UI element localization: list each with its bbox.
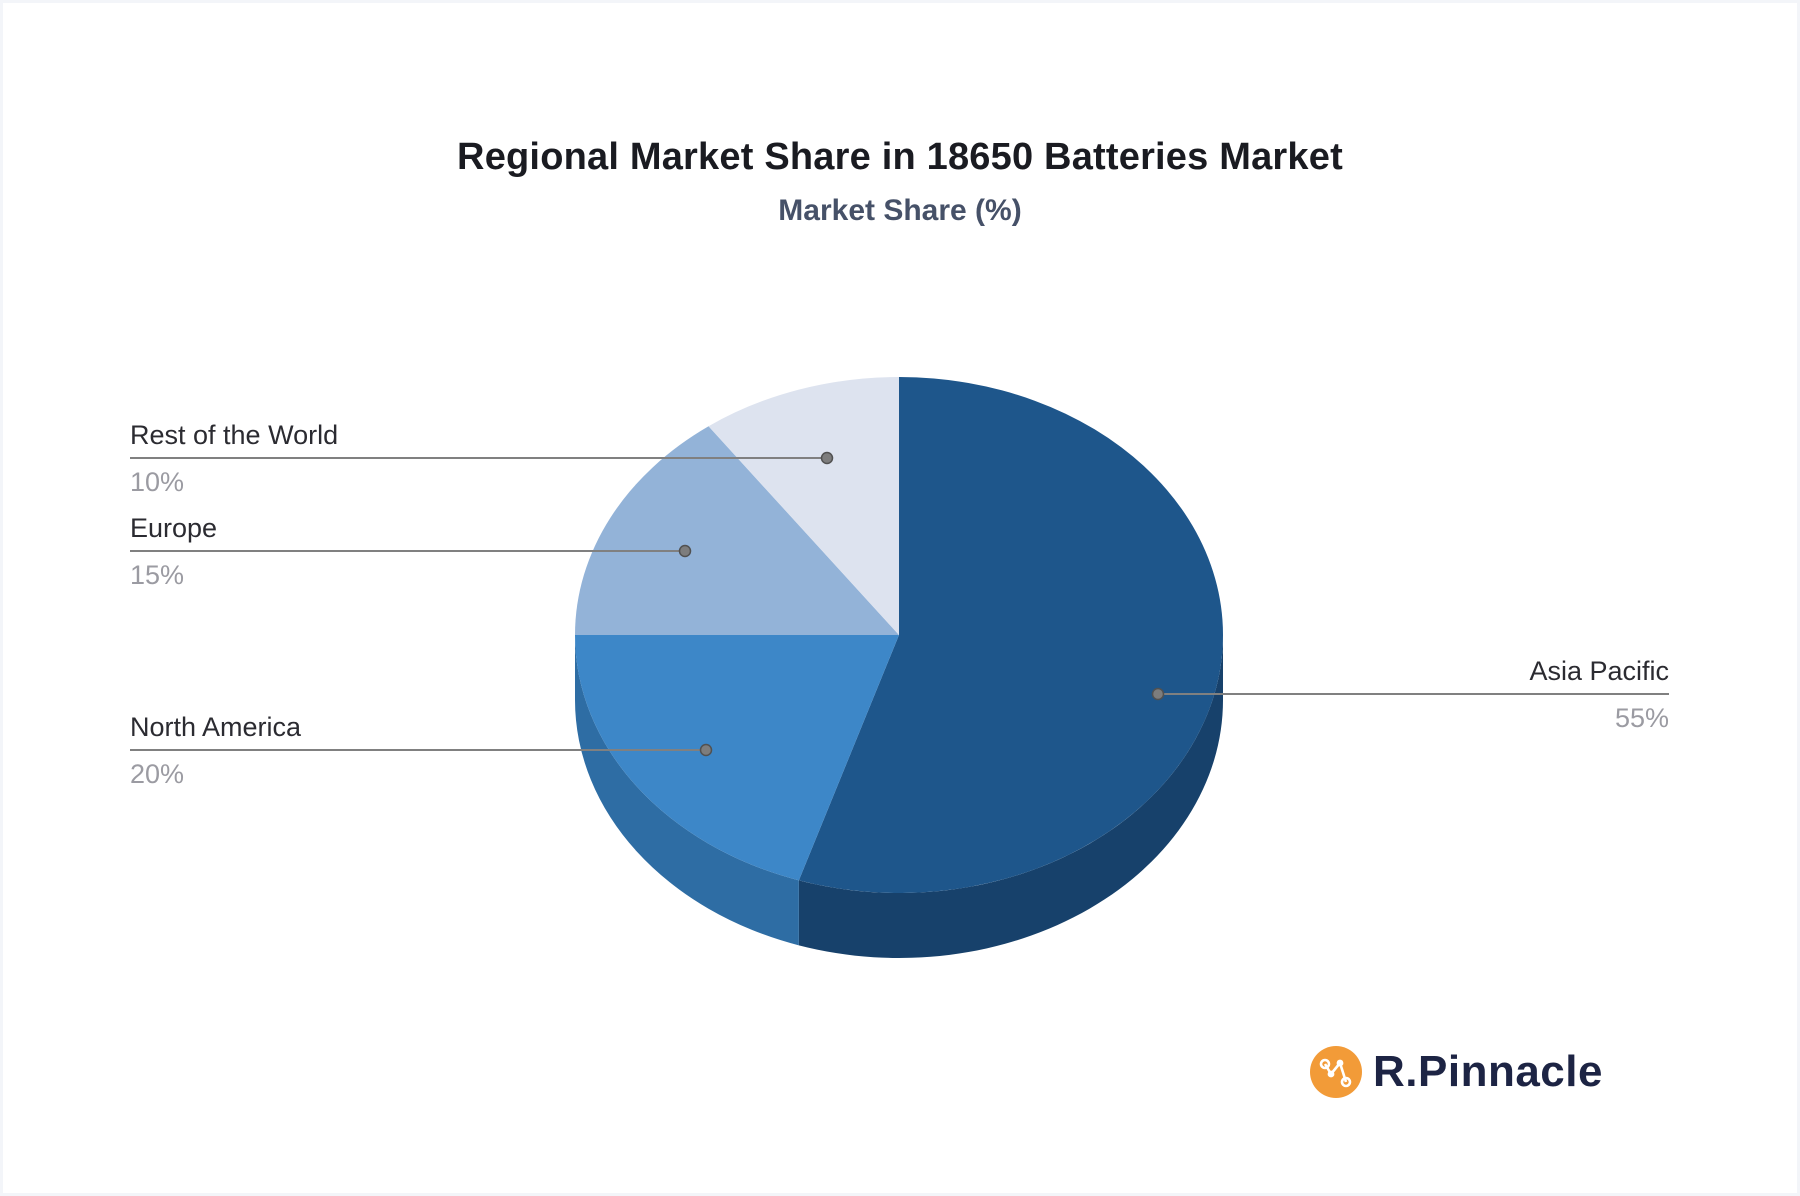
brand-logo-text: R.Pinnacle — [1373, 1047, 1603, 1096]
pie-slice-north-america — [575, 635, 899, 881]
network-chart-icon — [1310, 1046, 1362, 1098]
callout-label-north-america: North America — [130, 712, 302, 742]
callout-label-rest-of-the-world: Rest of the World — [130, 420, 339, 450]
leader-dot-europe — [678, 544, 692, 558]
leader-dot-north-america — [699, 743, 713, 757]
leader-dot-rest-of-the-world — [820, 451, 834, 465]
pie-slice-asia-pacific — [798, 377, 1223, 894]
pie-slice-side-asia-pacific — [798, 635, 1223, 958]
callout-label-asia-pacific: Asia Pacific — [1529, 656, 1669, 686]
callout-value-north-america: 20% — [130, 759, 185, 789]
callout-value-europe: 15% — [130, 560, 185, 590]
pie-slice-europe — [575, 426, 899, 635]
pie-slice-rest-of-the-world — [708, 377, 899, 635]
callout-value-rest-of-the-world: 10% — [130, 467, 185, 497]
chart-subtitle: Market Share (%) — [778, 194, 1022, 227]
callout-value-asia-pacific: 55% — [1614, 703, 1669, 733]
brand-logo: R.Pinnacle — [1310, 1044, 1603, 1100]
chart-title: Regional Market Share in 18650 Batteries… — [457, 136, 1343, 178]
pie-slice-side-north-america — [575, 635, 799, 946]
leader-dot-asia-pacific — [1151, 687, 1165, 701]
callout-label-europe: Europe — [130, 513, 218, 543]
